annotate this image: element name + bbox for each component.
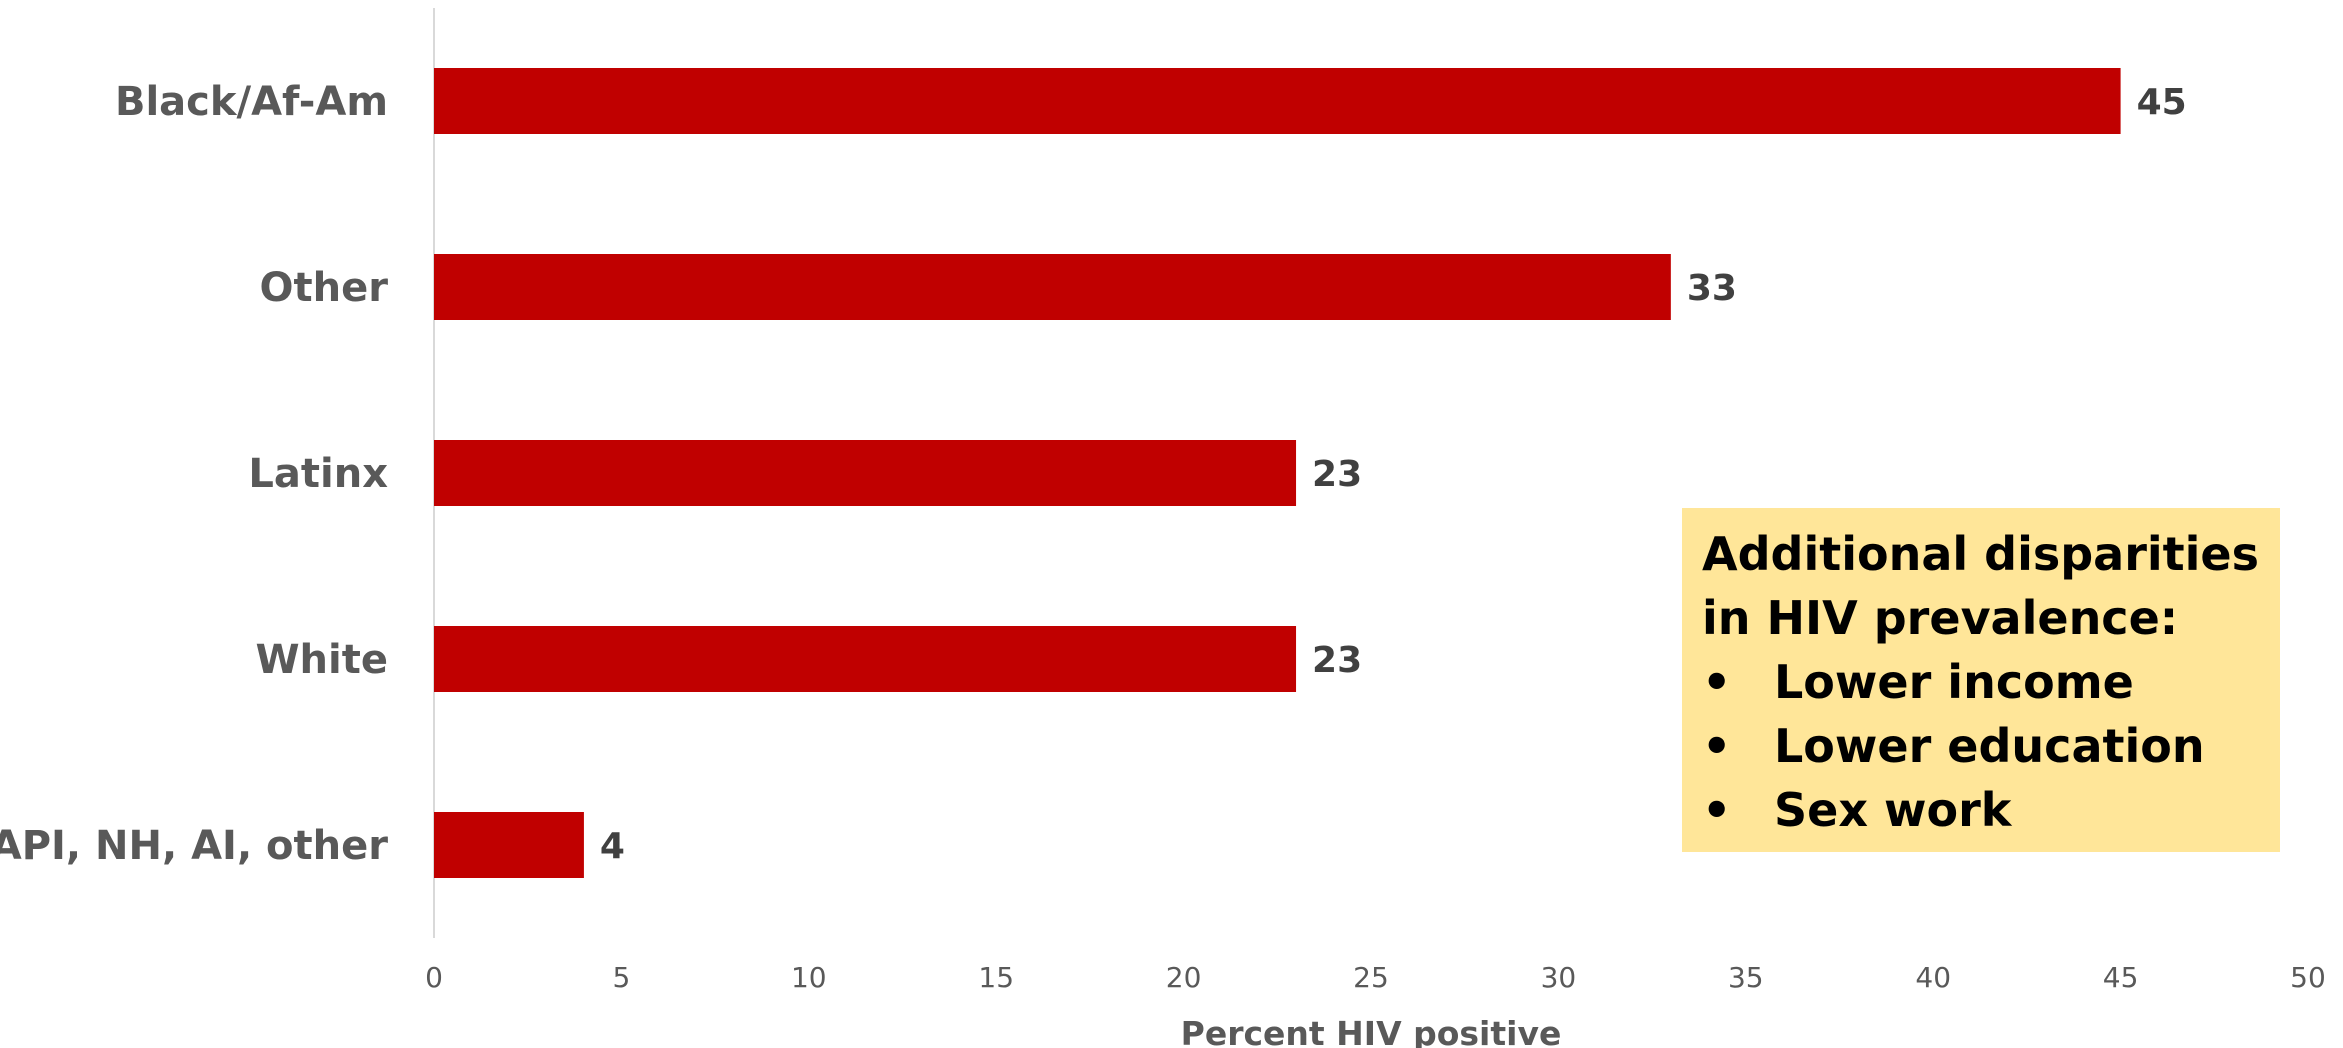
data-label: 33 <box>1687 268 1737 309</box>
x-tick-label: 35 <box>1728 961 1764 994</box>
data-label: 4 <box>600 826 625 867</box>
bullet-icon: • <box>1702 655 1732 709</box>
bullet-icon: • <box>1702 719 1732 773</box>
category-label: Latinx <box>248 451 388 497</box>
callout-item: • Sex work <box>1702 778 2264 842</box>
callout-item-label: Lower education <box>1774 719 2205 773</box>
data-label: 45 <box>2137 82 2187 123</box>
callout-item-label: Lower income <box>1774 655 2134 709</box>
x-tick-label: 25 <box>1353 961 1389 994</box>
x-tick-label: 15 <box>978 961 1014 994</box>
category-label: Black/Af-Am <box>115 79 388 125</box>
disparities-callout: Additional disparities in HIV prevalence… <box>1682 508 2280 852</box>
x-tick-label: 45 <box>2103 961 2139 994</box>
bar <box>434 68 2121 134</box>
bar <box>434 626 1297 692</box>
x-tick-label: 0 <box>425 961 443 994</box>
bar <box>434 254 1671 320</box>
callout-title: Additional disparities in HIV prevalence… <box>1702 527 2259 645</box>
callout-item: • Lower education <box>1702 714 2264 778</box>
bullet-icon: • <box>1702 783 1732 837</box>
callout-item: • Lower income <box>1702 650 2264 714</box>
callout-list: • Lower income • Lower education • Sex work <box>1702 650 2264 842</box>
category-label: *API, NH, AI, other <box>0 823 388 869</box>
x-tick-label: 10 <box>791 961 827 994</box>
x-tick-label: 5 <box>612 961 630 994</box>
data-label: 23 <box>1312 454 1362 495</box>
x-tick-label: 50 <box>2290 961 2326 994</box>
x-axis-title: Percent HIV positive <box>1181 1014 1562 1048</box>
category-label: White <box>255 637 388 683</box>
x-tick-label: 30 <box>1541 961 1577 994</box>
x-tick-label: 40 <box>1915 961 1951 994</box>
bar <box>434 440 1297 506</box>
callout-item-label: Sex work <box>1774 783 2012 837</box>
x-tick-label: 20 <box>1166 961 1202 994</box>
bar <box>434 812 584 878</box>
data-label: 23 <box>1312 640 1362 681</box>
category-label: Other <box>260 265 389 311</box>
